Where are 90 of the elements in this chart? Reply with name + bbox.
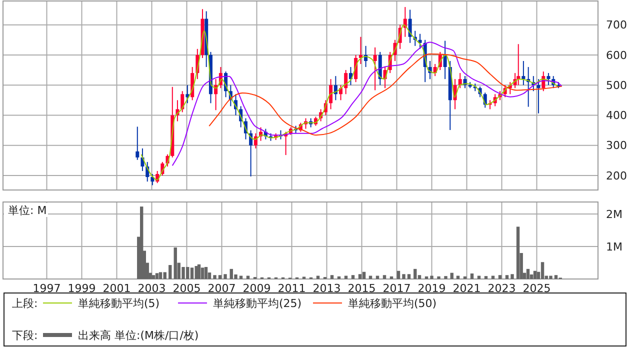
candlestick [522,60,526,86]
x-tick-label: 2017 [382,282,411,295]
y-tick-label: 300 [606,139,627,152]
x-tick-label: 1999 [68,282,96,295]
bar [351,275,355,279]
bar [362,272,366,279]
x-tick-label: 2019 [418,282,446,295]
bar [498,275,502,279]
x-tick-label: 2005 [172,282,201,295]
legend-label: 単純移動平均(25) [213,296,302,310]
bar [382,275,386,279]
x-tick-label: 2013 [312,282,341,295]
candlestick [418,33,422,50]
legend-label: 単純移動平均(5) [78,296,160,310]
x-tick-label: 2011 [278,282,306,295]
candlestick [536,78,540,114]
bar [424,276,428,279]
y-tick-label: 2M [606,208,622,221]
candlestick [516,44,520,86]
bar [402,274,406,279]
bar [330,275,334,279]
bar [414,268,417,279]
bar [526,268,530,279]
bar [174,247,177,279]
bar [204,266,208,279]
bar [200,268,204,279]
bar [155,273,159,279]
candlestick [186,84,190,104]
candlestick [443,40,447,80]
x-tick-label: 2025 [522,282,551,295]
bar [463,276,467,279]
x-tick-label: 2001 [102,282,131,295]
bar [218,275,222,279]
y-tick-label: 1M [606,240,622,254]
bar [197,264,201,279]
bar [540,262,544,279]
bar [163,272,166,279]
bar [470,273,474,279]
candlestick [150,174,154,186]
bar [168,265,172,279]
candlestick [136,126,140,160]
bar [533,270,537,279]
candlestick [546,72,550,86]
line-series [172,42,562,166]
bar [484,276,488,279]
candlestick [373,46,377,91]
bar [213,275,216,279]
candlestick [180,90,184,113]
bar [152,275,156,279]
candlestick [458,72,462,89]
x-tick-label: 1997 [32,282,61,295]
bar [140,206,144,279]
y-tick-label: 700 [606,18,627,32]
legend-title: 上段: [12,296,38,310]
line-series [208,54,562,136]
bar [444,276,448,279]
bar [450,272,454,279]
bar [510,274,514,279]
legend-title: 下段: [12,328,38,342]
bar [182,266,185,279]
bar [516,226,520,279]
bar [396,270,400,279]
y-tick-label: 200 [606,169,627,182]
bar [505,275,509,279]
bar [337,276,341,279]
candlestick [408,9,412,44]
candlestick [329,78,333,110]
x-tick-label: 2009 [242,282,271,295]
x-tick-label: 2015 [348,282,376,295]
x-tick-label: 2007 [208,282,236,295]
bar [224,274,227,279]
x-tick-label: 2003 [138,282,166,295]
bar [190,268,194,279]
bar [549,276,552,279]
bar [437,276,440,279]
legend-label: 単純移動平均(50) [348,296,437,310]
bar [430,276,434,279]
y-tick-label: 500 [606,78,627,92]
bar [358,274,362,279]
bar [407,274,411,279]
candlestick [344,70,348,95]
y-tick-label: 400 [606,109,627,122]
bar [390,276,394,279]
x-tick-label: 2021 [452,282,481,295]
x-tick-label: 2023 [488,282,516,295]
legend-label: 出来高 単位:(M株/口/枚) [78,328,199,342]
y-axis-title: 単位: M [8,204,47,217]
y-tick-label: 600 [606,48,627,62]
bar [158,272,162,279]
bar [554,275,558,279]
